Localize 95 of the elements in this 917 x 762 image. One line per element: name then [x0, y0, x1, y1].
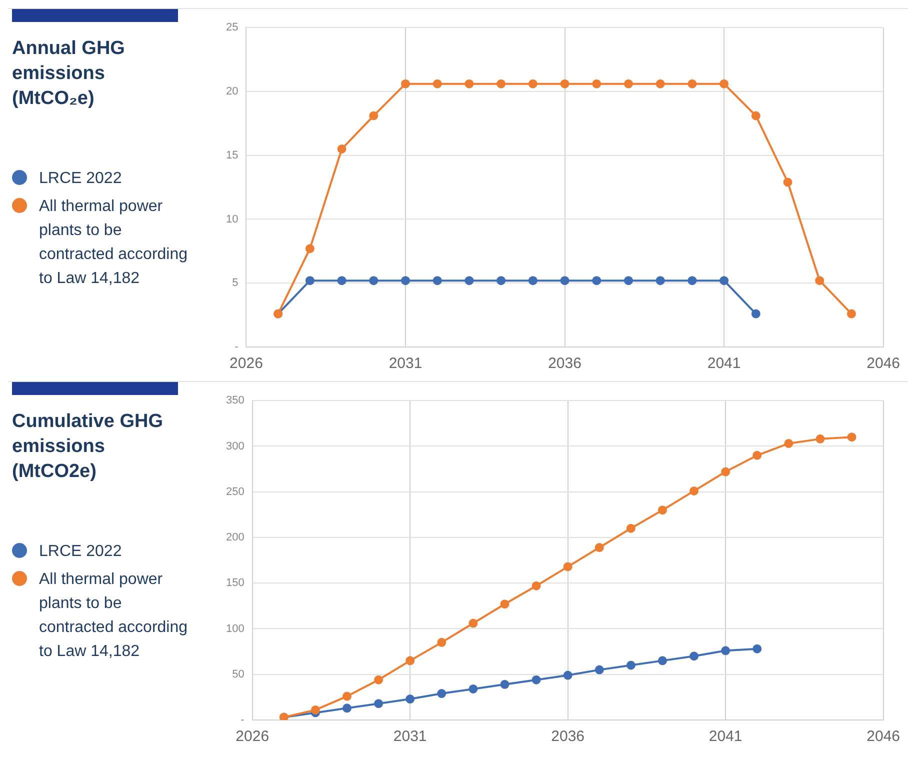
- x-tick-label: 2026: [236, 728, 270, 746]
- x-tick-label: 2026: [230, 355, 263, 372]
- x-tick-label: 2041: [707, 355, 741, 372]
- point: [337, 276, 346, 286]
- point: [560, 79, 570, 88]
- point: [816, 434, 825, 444]
- point: [337, 144, 346, 154]
- point: [752, 644, 762, 654]
- point: [815, 276, 824, 286]
- legend-label: LRCE 2022: [39, 542, 123, 562]
- point: [594, 665, 604, 674]
- point: [432, 79, 442, 88]
- x-tick-label: 2031: [393, 728, 427, 746]
- point: [464, 276, 474, 286]
- y-tick-label: 50: [232, 668, 244, 680]
- point: [532, 675, 541, 684]
- point: [658, 656, 667, 666]
- point: [464, 79, 474, 88]
- x-tick-label: 2036: [551, 728, 585, 746]
- point: [592, 276, 602, 286]
- point: [496, 79, 506, 88]
- point: [594, 543, 604, 552]
- x-tick-label: 2031: [388, 355, 422, 372]
- point: [783, 178, 792, 187]
- y-tick-label: -: [234, 341, 239, 354]
- point: [532, 581, 541, 590]
- point: [563, 562, 572, 572]
- point: [305, 276, 314, 286]
- x-tick-label: 2046: [866, 728, 900, 746]
- legend-label: LRCE 2022: [39, 169, 123, 189]
- point: [784, 438, 794, 448]
- point: [528, 276, 538, 286]
- point: [624, 276, 633, 286]
- point: [500, 680, 510, 689]
- y-tick-label: 200: [226, 532, 244, 544]
- point: [374, 675, 384, 684]
- legend-label: All thermal power plants to be contracted according to Law 14,182: [39, 197, 189, 289]
- point: [437, 638, 446, 647]
- point: [468, 684, 478, 694]
- point: [847, 432, 856, 442]
- point: [624, 79, 633, 88]
- text: Cumulative GHG emissions (MtCO2e): [12, 410, 164, 484]
- y-tick-label: 20: [226, 86, 238, 98]
- y-tick-label: 5: [232, 277, 238, 290]
- point: [690, 652, 699, 661]
- point: [496, 276, 506, 286]
- x-tick-label: 2046: [866, 355, 900, 372]
- legend-label: All thermal power plants to be contracted according to Law 14,182: [39, 570, 189, 662]
- point: [437, 689, 446, 698]
- point: [592, 79, 602, 88]
- point: [846, 309, 856, 318]
- point: [500, 600, 510, 609]
- point: [656, 276, 665, 286]
- point: [401, 276, 410, 286]
- point: [626, 524, 636, 533]
- point: [688, 79, 697, 88]
- point: [305, 244, 314, 254]
- point: [342, 704, 352, 713]
- point: [310, 705, 320, 714]
- x-tick-label: 2041: [708, 728, 742, 746]
- y-tick-label: 250: [226, 486, 244, 498]
- point: [432, 276, 442, 286]
- point: [751, 111, 760, 120]
- point: [528, 79, 538, 88]
- point: [369, 111, 378, 120]
- y-tick-label: 150: [226, 577, 244, 590]
- point: [752, 450, 762, 460]
- point: [688, 276, 697, 286]
- point: [721, 646, 730, 656]
- text: Annual GHG emissions (MtCO₂e): [12, 37, 126, 111]
- point: [406, 694, 415, 704]
- point: [369, 276, 378, 286]
- y-tick-label: 15: [226, 149, 238, 162]
- y-tick-label: 300: [226, 440, 244, 452]
- point: [751, 309, 760, 318]
- point: [658, 506, 667, 515]
- point: [468, 618, 478, 628]
- y-tick-label: 100: [226, 622, 244, 635]
- y-tick-label: 350: [226, 394, 244, 407]
- y-tick-label: -: [240, 714, 245, 726]
- x-tick-label: 2036: [548, 355, 582, 372]
- point: [563, 670, 572, 680]
- point: [656, 79, 665, 88]
- point: [690, 486, 699, 496]
- point: [401, 79, 410, 88]
- point: [406, 656, 415, 666]
- point: [720, 276, 729, 286]
- point: [374, 699, 384, 708]
- point: [342, 692, 352, 701]
- point: [720, 79, 729, 88]
- point: [721, 467, 730, 476]
- y-tick-label: 25: [226, 22, 238, 34]
- point: [560, 276, 570, 286]
- y-tick-label: 10: [226, 213, 238, 226]
- point: [626, 660, 636, 670]
